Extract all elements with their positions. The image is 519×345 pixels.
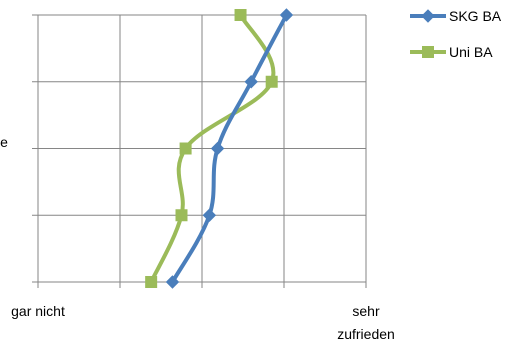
data-point-uni-ba	[145, 276, 158, 288]
y-axis-label-fragment: e	[0, 134, 8, 150]
data-point-skg-ba	[279, 8, 294, 22]
data-point-uni-ba	[175, 209, 188, 222]
gridlines	[37, 14, 367, 283]
legend-label-uni-ba: Uni BA	[449, 44, 493, 60]
data-point-skg-ba	[210, 141, 225, 156]
axis-ticks	[32, 14, 367, 288]
data-point-skg-ba	[244, 75, 258, 89]
x-tick-label: gar nicht	[11, 303, 65, 319]
data-point-skg-ba	[165, 275, 180, 289]
data-point-uni-ba	[265, 75, 278, 88]
x-tick-label: sehr	[352, 303, 380, 319]
tick-labels: gar nicht sehr zufrieden e	[0, 134, 395, 342]
series-layer	[145, 8, 294, 289]
legend-label-skg-ba: SKG BA	[449, 8, 502, 24]
data-point-uni-ba	[234, 9, 247, 21]
x-tick-label: zufrieden	[337, 326, 395, 342]
data-point-uni-ba	[179, 142, 192, 155]
legend-marker-skg-ba	[421, 9, 435, 23]
legend-marker-uni-ba	[422, 46, 434, 58]
data-point-skg-ba	[202, 208, 217, 222]
legend: SKG BA Uni BA	[410, 8, 502, 60]
